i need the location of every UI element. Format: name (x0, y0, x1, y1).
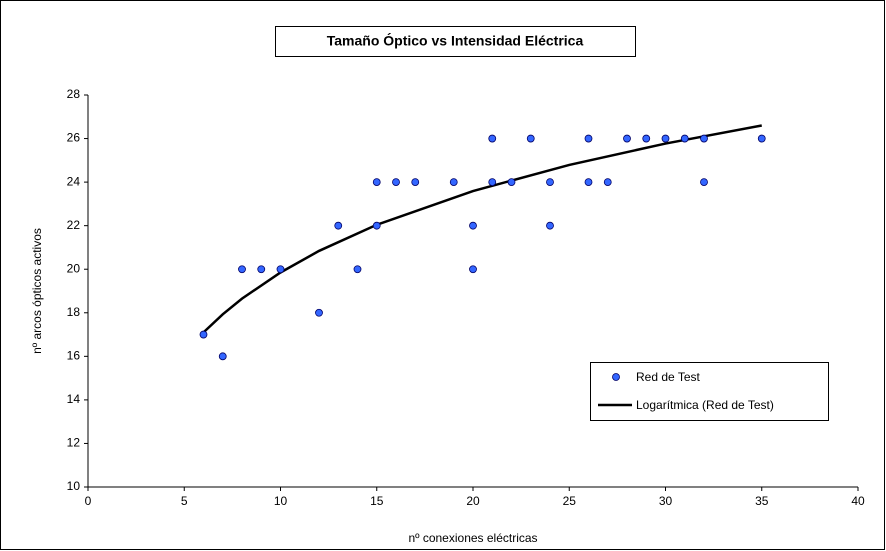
y-tick-label: 18 (67, 305, 81, 319)
y-tick-label: 24 (67, 174, 81, 188)
point (469, 265, 477, 274)
point (623, 134, 631, 143)
legend-label: Red de Test (636, 370, 700, 384)
point (488, 134, 497, 143)
point (603, 178, 612, 187)
point (257, 265, 266, 274)
y-tick-label: 20 (67, 261, 81, 275)
legend (590, 362, 829, 421)
y-tick-label: 12 (67, 436, 81, 450)
point (392, 178, 400, 187)
x-tick-label: 30 (659, 494, 673, 508)
trendline (202, 124, 762, 334)
point (353, 265, 362, 274)
point (315, 308, 323, 317)
x-tick-label: 5 (181, 494, 188, 508)
point (238, 265, 246, 274)
x-tick-label: 40 (851, 494, 865, 508)
point (546, 178, 554, 187)
y-axis-label: nº arcos ópticos activos (30, 228, 44, 354)
x-tick-label: 35 (755, 494, 769, 508)
point (642, 134, 651, 143)
point (372, 221, 381, 230)
point (661, 134, 670, 143)
legend-label: Logarítmica (Red de Test) (636, 398, 774, 412)
point (680, 134, 689, 143)
point (757, 134, 766, 143)
point (700, 178, 708, 187)
y-tick-label: 10 (67, 479, 81, 493)
y-tick-label: 22 (67, 218, 81, 232)
point (584, 134, 593, 143)
chart-title: Tamaño Óptico vs Intensidad Eléctrica (327, 32, 584, 49)
legend-marker (612, 373, 620, 381)
y-tick-label: 16 (67, 349, 81, 363)
y-tick-label: 28 (67, 87, 81, 101)
y-tick-label: 26 (67, 131, 81, 145)
x-tick-label: 10 (274, 494, 288, 508)
x-axis-label: nº conexiones eléctricas (408, 531, 537, 545)
point (199, 330, 208, 339)
x-tick-label: 15 (370, 494, 384, 508)
x-tick-label: 25 (563, 494, 577, 508)
point (334, 221, 343, 230)
point (488, 178, 497, 187)
point (449, 178, 458, 187)
point (372, 178, 381, 187)
x-tick-label: 20 (466, 494, 480, 508)
point (218, 352, 227, 361)
point (411, 178, 420, 187)
point (526, 134, 535, 143)
point (276, 265, 285, 274)
point (584, 178, 593, 187)
title-box (275, 26, 636, 57)
x-tick-label: 0 (85, 494, 92, 508)
point (700, 134, 708, 143)
point (546, 221, 554, 230)
y-tick-label: 14 (67, 392, 81, 406)
point (469, 221, 477, 230)
point (507, 178, 516, 187)
